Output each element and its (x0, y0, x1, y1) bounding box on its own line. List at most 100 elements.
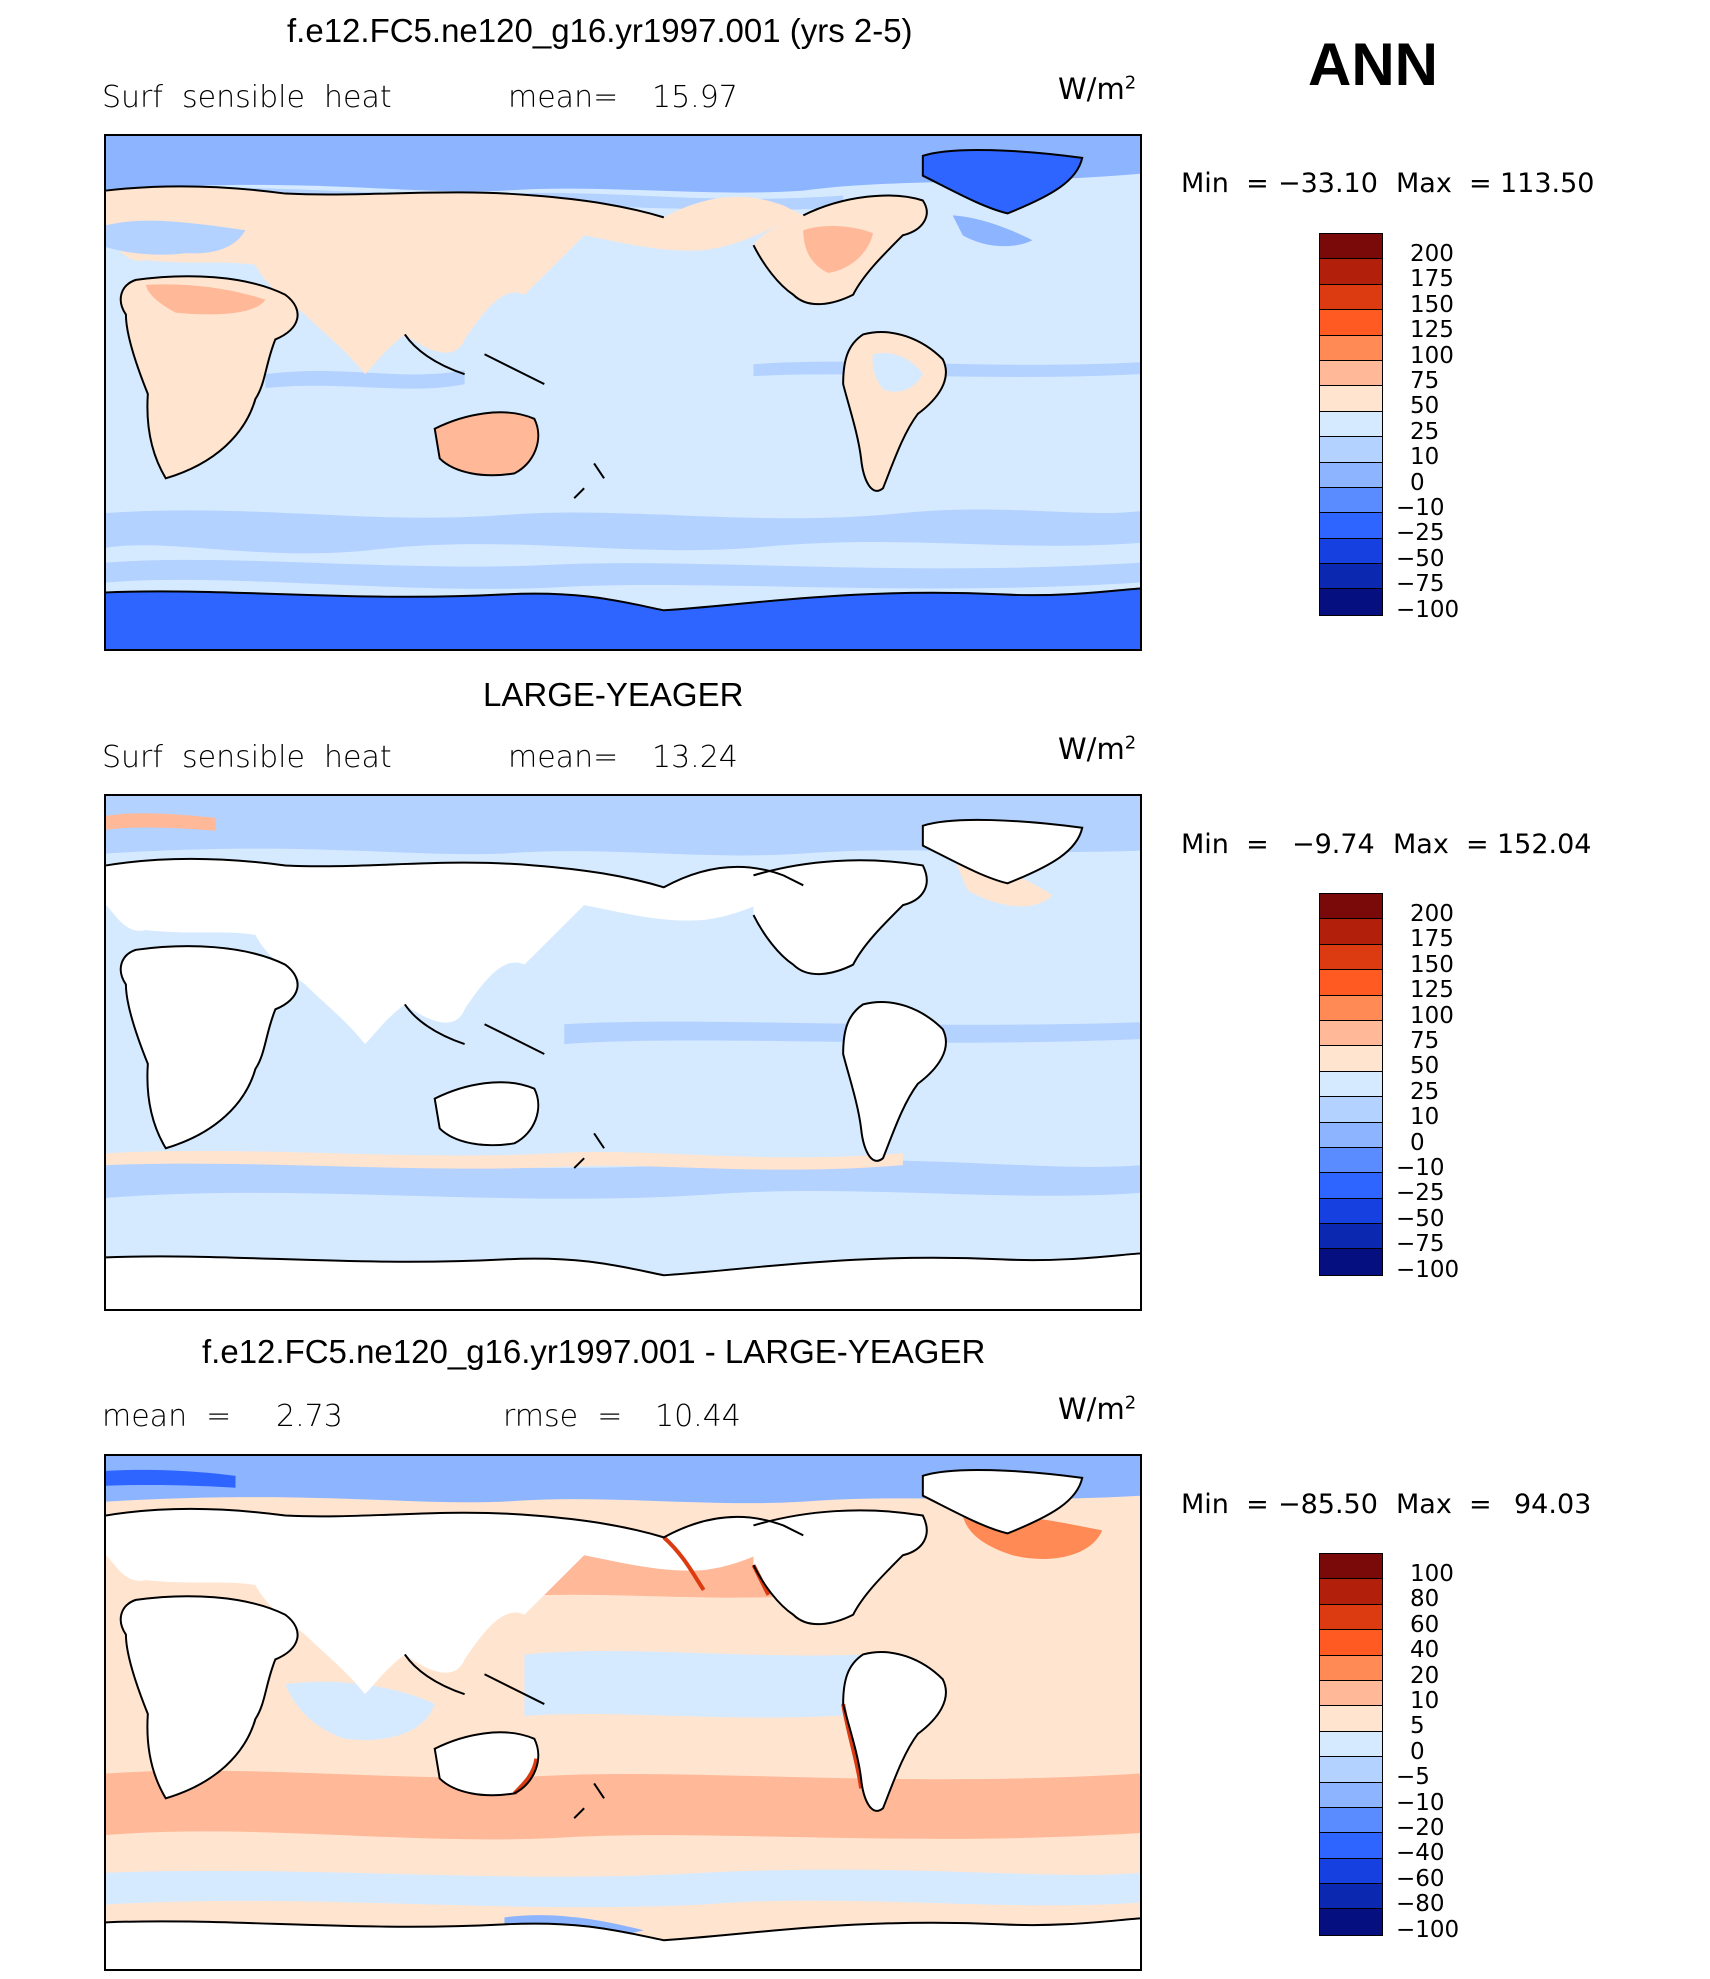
na-interior (803, 226, 874, 273)
panel-3-min-value: −85.50 (1278, 1489, 1378, 1520)
colorbar-swatch (1320, 234, 1382, 260)
colorbar-tick-label: 150 (1410, 951, 1454, 978)
colorbar-tick-label: 100 (1410, 1561, 1454, 1587)
colorbar-tick-label: −5 (1396, 1764, 1430, 1791)
colorbar-tick-label: 0 (1410, 469, 1425, 496)
panel-2-title: LARGE-YEAGER (483, 676, 744, 713)
southern-band-1 (106, 509, 1140, 554)
colorbar-tick-label: −25 (1396, 1180, 1445, 1207)
panel-3-title: f.e12.FC5.ne120_g16.yr1997.001 - LARGE-Y… (202, 1333, 986, 1370)
colorbar-swatch (1320, 1782, 1382, 1808)
panel-2-min-value: −9.74 (1292, 829, 1375, 860)
panel-3-min-label: Min = (1181, 1489, 1269, 1520)
southern-band-2 (106, 559, 1140, 589)
north-america (753, 1510, 927, 1625)
colorbar-tick-label: 0 (1410, 1129, 1425, 1156)
colorbar-swatch (1320, 1097, 1382, 1123)
colorbar-tick-label: −10 (1396, 495, 1445, 521)
europe-patch (106, 220, 246, 255)
colorbar-swatch (1320, 894, 1382, 920)
panel-1-title: f.e12.FC5.ne120_g16.yr1997.001 (yrs 2-5) (287, 12, 913, 49)
australia (434, 412, 539, 476)
sahara-patch (145, 284, 266, 315)
north-america (753, 860, 927, 975)
colorbar-swatch (1320, 1706, 1382, 1732)
colorbar-tick-label: −25 (1396, 520, 1445, 547)
arctic-dark (106, 1469, 236, 1488)
australia (434, 1732, 539, 1796)
panel-1-units: W/m2 (1058, 72, 1137, 106)
panel-1-map (104, 134, 1142, 651)
colorbar-tick-label: −10 (1396, 1789, 1445, 1816)
colorbar-swatch (1320, 310, 1382, 336)
arctic-band (106, 796, 1140, 856)
colorbar-tick-label: 175 (1410, 926, 1454, 953)
colorbar-swatch (1320, 1249, 1382, 1275)
panel-3-rmse-label: rmse = (503, 1399, 623, 1434)
colorbar-swatch (1320, 1909, 1382, 1935)
colorbar-tick-label: 40 (1410, 1637, 1440, 1664)
colorbar-swatch (1320, 564, 1382, 590)
colorbar-swatch (1320, 462, 1382, 488)
colorbar-tick-label: 20 (1410, 1662, 1440, 1689)
africa (120, 276, 298, 479)
panel-3-max-value: 94.03 (1514, 1489, 1592, 1520)
south-america (843, 1652, 946, 1811)
colorbar-swatch (1320, 1630, 1382, 1656)
colorbar-swatch (1320, 411, 1382, 438)
panel-1-max-label: Max = (1396, 168, 1492, 199)
season-label: ANN (1308, 31, 1438, 98)
colorbar-swatch (1320, 1147, 1382, 1174)
colorbar-tick-label: 75 (1410, 1028, 1440, 1054)
colorbar-tick-label: 10 (1410, 1688, 1440, 1714)
panel-3-rmse-value: 10.44 (655, 1399, 741, 1434)
southern-pink (106, 1150, 903, 1170)
panel-2-mean-value: 13.24 (652, 740, 738, 775)
colorbar-tick-label: −80 (1396, 1891, 1445, 1918)
colorbar-tick-label: 25 (1410, 418, 1440, 445)
colorbar-tick-label: 0 (1410, 1738, 1425, 1765)
eurasia (106, 186, 804, 375)
colorbar-tick-label: 10 (1410, 444, 1440, 471)
southern-warm (106, 1770, 1140, 1840)
colorbar-tick-label: −20 (1396, 1815, 1445, 1841)
colorbar-swatch (1320, 1122, 1382, 1148)
greenland (922, 819, 1083, 884)
antarctica (106, 588, 1140, 649)
colorbar-swatch (1320, 1655, 1382, 1681)
colorbar-tick-label: −75 (1396, 1231, 1445, 1258)
colorbar-swatch (1320, 1173, 1382, 1199)
indian-band (265, 370, 465, 389)
arctic-band (106, 1456, 1140, 1504)
sa-patch (872, 353, 923, 392)
colorbar-tick-label: 150 (1410, 291, 1454, 318)
colorbar-tick-label: 5 (1410, 1713, 1425, 1740)
colorbar-swatch (1320, 1757, 1382, 1783)
colorbar-tick-label: −100 (1396, 596, 1460, 623)
colorbar-swatch (1320, 1020, 1382, 1047)
panel-3-map (104, 1454, 1142, 1971)
colorbar-swatch (1320, 513, 1382, 539)
arctic-hotspot (106, 813, 216, 831)
colorbar-swatch (1320, 1833, 1382, 1859)
panel-2-variable-label: Surf sensible heat (102, 740, 392, 775)
australia (434, 1082, 539, 1146)
colorbar-tick-label: −100 (1396, 1916, 1460, 1943)
panel-3-mean-label: mean = (102, 1399, 232, 1434)
colorbar-swatch (1320, 360, 1382, 387)
colorbar-swatch (1320, 1198, 1382, 1225)
colorbar-tick-label: −75 (1396, 571, 1445, 598)
panel-2-colorbar (1319, 893, 1383, 1276)
panel-1-mean-label: mean= (508, 80, 619, 115)
tropical-pacific-blue (524, 1650, 864, 1718)
colorbar-tick-label: −100 (1396, 1256, 1460, 1283)
colorbar-swatch (1320, 1807, 1382, 1834)
colorbar-swatch (1320, 335, 1382, 361)
panel-1-mean-value: 15.97 (652, 80, 738, 115)
panel-1-max-value: 113.50 (1500, 168, 1595, 199)
greenland (922, 149, 1083, 214)
colorbar-tick-label: 80 (1410, 1586, 1440, 1613)
colorbar-tick-label: 200 (1410, 901, 1454, 927)
colorbar-swatch (1320, 1046, 1382, 1072)
colorbar-swatch (1320, 919, 1382, 945)
